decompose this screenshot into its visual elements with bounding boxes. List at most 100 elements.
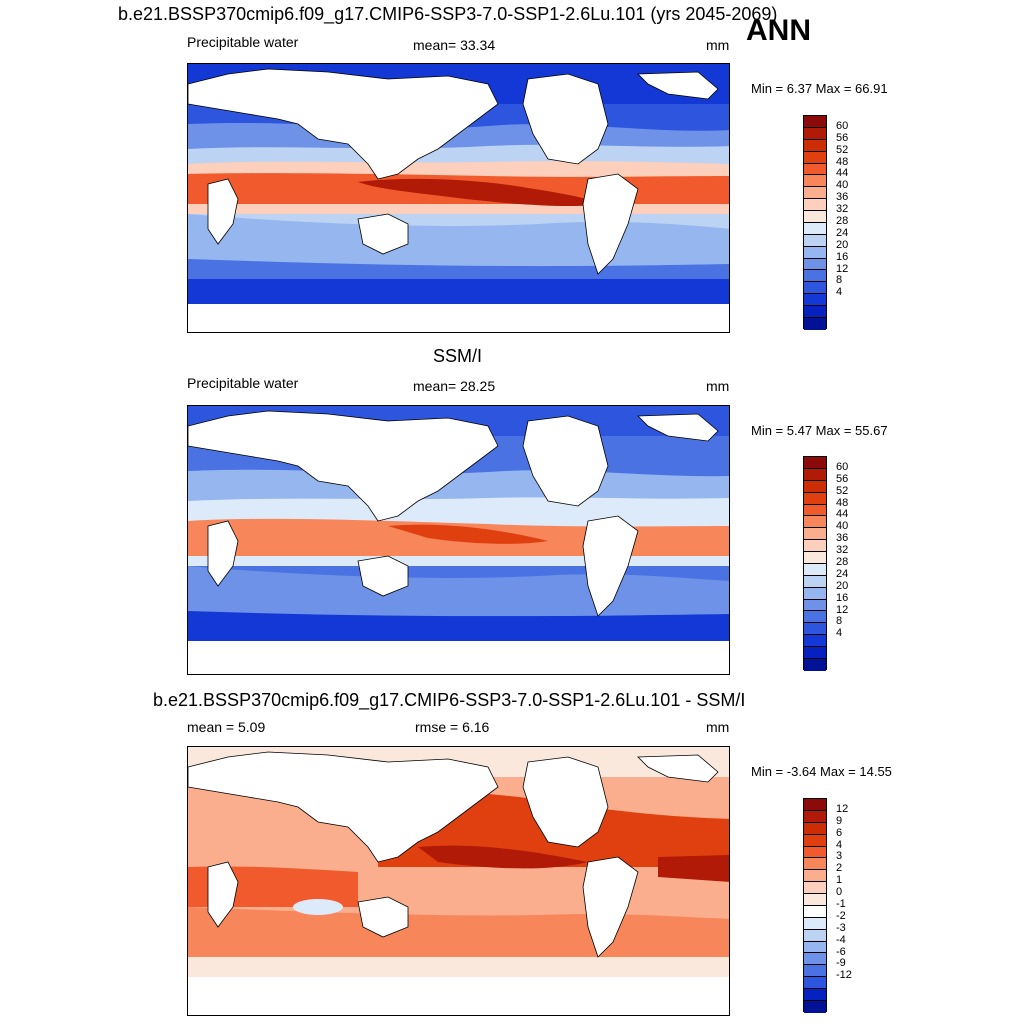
colorbar-swatch xyxy=(804,965,826,978)
colorbar-swatch xyxy=(804,552,826,564)
colorbar-swatch xyxy=(804,163,826,176)
colorbar-swatch xyxy=(804,810,826,823)
colorbar-tick-label: 16 xyxy=(836,591,849,604)
colorbar-swatch xyxy=(804,187,826,200)
colorbar-swatch xyxy=(804,234,826,247)
panel3-mean-label: mean = 5.09 xyxy=(187,719,266,735)
colorbar-tick-label: 1 xyxy=(836,874,843,887)
colorbar-tick-label: 20 xyxy=(836,238,849,251)
colorbar-swatch xyxy=(804,116,826,128)
colorbar-swatch xyxy=(804,977,826,989)
panel2-minmax: Min = 5.47 Max = 55.67 xyxy=(751,423,888,438)
colorbar-tick-label: 4 xyxy=(836,838,843,851)
colorbar-tick-label: 2 xyxy=(836,862,843,875)
colorbar-tick-label: 40 xyxy=(836,520,849,533)
colorbar-swatch xyxy=(804,306,826,318)
colorbar-tick-label: 32 xyxy=(836,544,849,557)
panel2-colorbar xyxy=(803,456,827,671)
colorbar-tick-label: 52 xyxy=(836,143,849,156)
panel1-mean-label: mean= 33.34 xyxy=(413,37,496,53)
colorbar-swatch xyxy=(804,941,826,954)
colorbar-swatch xyxy=(804,575,826,588)
panel3-minmax: Min = -3.64 Max = 14.55 xyxy=(751,764,892,779)
panel2-mean-label: mean= 28.25 xyxy=(413,378,496,394)
colorbar-tick-label: 8 xyxy=(836,615,843,628)
panel2-title: SSM/I xyxy=(433,346,483,366)
colorbar-tick-label: 3 xyxy=(836,850,843,863)
colorbar-swatch xyxy=(804,834,826,847)
colorbar-swatch xyxy=(804,647,826,659)
colorbar-tick-label: 48 xyxy=(836,496,849,509)
colorbar-swatch xyxy=(804,846,826,859)
colorbar-swatch xyxy=(804,317,826,330)
panel1-variable-label: Precipitable water xyxy=(187,34,299,50)
model-precipitable-water-map xyxy=(187,63,730,333)
colorbar-tick-label: 6 xyxy=(836,826,843,839)
colorbar-tick-label: 44 xyxy=(836,167,849,180)
panel3-title: b.e21.BSSP370cmip6.f09_g17.CMIP6-SSP3-7.… xyxy=(153,690,746,710)
colorbar-tick-label: 20 xyxy=(836,579,849,592)
colorbar-swatch xyxy=(804,870,826,883)
colorbar-tick-label: 28 xyxy=(836,215,849,227)
colorbar-swatch xyxy=(804,468,826,481)
colorbar-swatch xyxy=(804,127,826,140)
colorbar-tick-label: -3 xyxy=(836,921,846,934)
colorbar-tick-label: 36 xyxy=(836,532,849,545)
colorbar-tick-label: 52 xyxy=(836,484,849,497)
colorbar-tick-label: 32 xyxy=(836,203,849,216)
observed-precipitable-water-map xyxy=(187,405,730,675)
colorbar-tick-label: 12 xyxy=(836,262,849,275)
panel1-colorbar xyxy=(803,115,827,330)
colorbar-tick-label: -1 xyxy=(836,898,846,910)
colorbar-tick-label: 0 xyxy=(836,886,843,899)
colorbar-swatch xyxy=(804,199,826,211)
colorbar-tick-label: 24 xyxy=(836,567,849,580)
colorbar-swatch xyxy=(804,175,826,188)
panel1-units: mm xyxy=(706,37,730,53)
colorbar-swatch xyxy=(804,658,826,671)
panel2-variable-label: Precipitable water xyxy=(187,375,299,391)
colorbar-tick-label: -9 xyxy=(836,957,846,970)
colorbar-swatch xyxy=(804,635,826,647)
panel3-colorbar xyxy=(803,798,827,1013)
colorbar-swatch xyxy=(804,929,826,942)
colorbar-tick-label: 12 xyxy=(836,802,849,815)
colorbar-swatch xyxy=(804,222,826,235)
colorbar-tick-label: -2 xyxy=(836,909,846,922)
colorbar-tick-label: 28 xyxy=(836,556,849,568)
colorbar-tick-label: 56 xyxy=(836,131,849,144)
colorbar-tick-label: 60 xyxy=(836,119,849,132)
panel1-title: b.e21.BSSP370cmip6.f09_g17.CMIP6-SSP3-7.… xyxy=(118,4,778,24)
colorbar-swatch xyxy=(804,905,826,918)
colorbar-tick-label: -4 xyxy=(836,933,846,946)
colorbar-swatch xyxy=(804,211,826,223)
colorbar-swatch xyxy=(804,858,826,871)
colorbar-swatch xyxy=(804,611,826,624)
colorbar-tick-label: 16 xyxy=(836,250,849,263)
colorbar-tick-label: 4 xyxy=(836,627,843,640)
difference-precipitable-water-map xyxy=(187,746,730,1016)
colorbar-tick-label: -6 xyxy=(836,945,846,958)
season-label: ANN xyxy=(746,14,811,47)
colorbar-swatch xyxy=(804,294,826,306)
colorbar-tick-label: 9 xyxy=(836,814,843,827)
colorbar-tick-label: 8 xyxy=(836,274,843,287)
colorbar-swatch xyxy=(804,917,826,930)
colorbar-tick-label: 4 xyxy=(836,286,843,299)
colorbar-swatch xyxy=(804,894,826,906)
panel2-units: mm xyxy=(706,378,730,394)
colorbar-swatch xyxy=(804,882,826,894)
colorbar-tick-label: 56 xyxy=(836,472,849,485)
colorbar-swatch xyxy=(804,1000,826,1013)
colorbar-swatch xyxy=(804,953,826,966)
colorbar-swatch xyxy=(804,270,826,283)
panel3-units: mm xyxy=(706,719,730,735)
colorbar-swatch xyxy=(804,480,826,493)
colorbar-swatch xyxy=(804,246,826,259)
colorbar-swatch xyxy=(804,457,826,469)
colorbar-swatch xyxy=(804,492,826,505)
colorbar-swatch xyxy=(804,258,826,271)
colorbar-tick-label: 24 xyxy=(836,226,849,239)
colorbar-swatch xyxy=(804,139,826,152)
colorbar-tick-label: -12 xyxy=(836,969,852,982)
